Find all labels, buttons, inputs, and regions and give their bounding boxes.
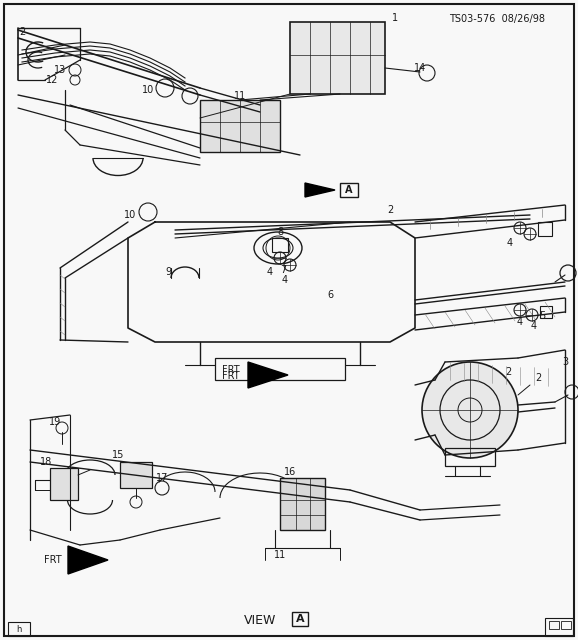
Text: 13: 13	[54, 65, 66, 75]
Bar	[540, 306, 552, 318]
Polygon shape	[248, 362, 288, 388]
Bar	[200, 100, 280, 152]
Text: 14: 14	[414, 63, 426, 73]
Text: 7: 7	[280, 265, 286, 275]
Text: 4: 4	[267, 267, 273, 277]
Text: 2: 2	[505, 367, 511, 377]
Text: 4: 4	[531, 321, 537, 331]
Text: 4: 4	[517, 317, 523, 327]
Text: 19: 19	[49, 417, 61, 427]
Bar	[8, 622, 30, 636]
Bar	[215, 358, 345, 380]
Text: A: A	[345, 185, 353, 195]
Text: h: h	[16, 625, 22, 634]
Text: 15: 15	[112, 450, 124, 460]
Bar	[272, 238, 288, 252]
Bar	[290, 22, 385, 94]
Text: 2: 2	[387, 205, 393, 215]
Text: 11: 11	[274, 550, 286, 560]
Text: VIEW: VIEW	[244, 614, 276, 627]
Bar	[545, 618, 573, 636]
Text: 6: 6	[327, 290, 333, 300]
Text: FRT: FRT	[223, 365, 240, 375]
Text: 16: 16	[284, 467, 296, 477]
Text: 2: 2	[19, 27, 25, 37]
Text: 9: 9	[165, 267, 171, 277]
Text: 17: 17	[156, 473, 168, 483]
Bar	[292, 612, 308, 626]
Text: FRT: FRT	[223, 371, 240, 381]
Text: 2: 2	[535, 373, 541, 383]
Bar	[561, 621, 571, 629]
Text: A: A	[296, 614, 304, 624]
Bar	[445, 448, 495, 466]
Bar	[50, 468, 78, 500]
Text: 1: 1	[392, 13, 398, 23]
Text: 10: 10	[142, 85, 154, 95]
Text: 4: 4	[507, 238, 513, 248]
Circle shape	[422, 362, 518, 458]
Text: 8: 8	[277, 227, 283, 237]
Polygon shape	[305, 183, 335, 197]
Text: 5: 5	[539, 311, 545, 321]
Bar	[340, 183, 358, 197]
Bar	[549, 621, 559, 629]
Text: 18: 18	[40, 457, 52, 467]
Text: 3: 3	[562, 357, 568, 367]
Bar	[538, 222, 552, 236]
Text: TS03-576  08/26/98: TS03-576 08/26/98	[449, 14, 545, 24]
Text: FRT: FRT	[45, 555, 62, 565]
Text: 4: 4	[282, 275, 288, 285]
Text: 10: 10	[124, 210, 136, 220]
Bar	[120, 462, 152, 488]
Bar	[280, 478, 325, 530]
Text: 12: 12	[46, 75, 58, 85]
Text: 11: 11	[234, 91, 246, 101]
Polygon shape	[68, 546, 108, 574]
